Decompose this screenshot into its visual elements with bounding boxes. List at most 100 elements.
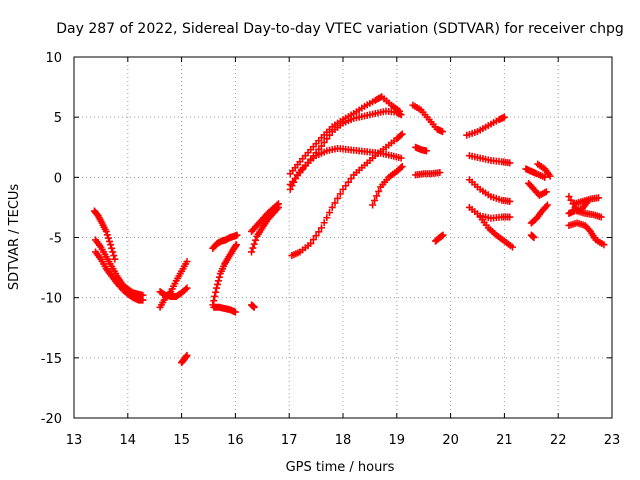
series-track-h5 — [527, 231, 538, 241]
data-point — [182, 285, 190, 293]
series-track-a3 — [92, 248, 147, 304]
y-tick-label: 10 — [45, 51, 62, 66]
series-track-g3 — [465, 176, 514, 205]
series-track-c3 — [210, 303, 239, 316]
y-tick-label: -15 — [41, 352, 62, 367]
x-tick-label: 20 — [442, 433, 459, 448]
series-track-b2 — [156, 284, 191, 300]
y-tick-label: -20 — [41, 412, 62, 427]
data-point — [320, 219, 328, 227]
y-tick-label: -5 — [49, 232, 62, 247]
data-point — [500, 113, 508, 121]
data-point — [347, 175, 355, 183]
data-point — [183, 284, 191, 292]
data-point — [210, 297, 218, 305]
data-point — [183, 351, 191, 359]
data-point — [214, 277, 222, 285]
data-point — [323, 135, 331, 143]
data-point — [397, 131, 405, 139]
data-point — [398, 163, 406, 171]
data-point — [506, 159, 514, 167]
x-tick-label: 19 — [389, 433, 406, 448]
data-point — [530, 234, 538, 241]
series-track-i4 — [565, 197, 592, 217]
data-point — [317, 142, 325, 150]
data-point — [397, 111, 405, 119]
series-track-a2 — [92, 236, 147, 299]
data-point — [331, 199, 339, 207]
data-point — [290, 178, 298, 186]
data-point — [436, 169, 444, 177]
data-point — [585, 226, 593, 234]
data-point — [398, 130, 406, 138]
series-track-e3 — [286, 144, 405, 193]
data-marks — [90, 93, 608, 367]
data-point — [249, 244, 257, 252]
data-point — [309, 236, 317, 244]
data-point — [584, 197, 592, 205]
data-point — [339, 185, 347, 193]
data-point — [286, 185, 294, 193]
data-point — [212, 288, 220, 296]
x-tick-label: 13 — [66, 433, 83, 448]
data-point — [213, 284, 221, 292]
data-point — [288, 182, 296, 190]
chart-title: Day 287 of 2022, Sidereal Day-to-day VTE… — [56, 21, 624, 37]
data-point — [326, 209, 334, 217]
series-track-e5 — [369, 163, 406, 209]
data-point — [292, 175, 300, 183]
data-point — [231, 308, 239, 316]
series-track-c4 — [248, 301, 258, 311]
data-point — [232, 242, 240, 250]
data-point — [232, 241, 240, 249]
data-point — [252, 236, 260, 244]
x-tick-label: 15 — [173, 433, 190, 448]
series-track-h1 — [522, 165, 549, 181]
y-tick-label: 0 — [54, 171, 62, 186]
data-point — [274, 200, 282, 208]
data-point — [567, 196, 575, 204]
data-point — [214, 280, 222, 288]
data-point — [543, 201, 551, 209]
data-point — [317, 224, 325, 232]
series-track-d2 — [248, 200, 282, 235]
data-point — [111, 255, 119, 263]
series-track-f3 — [412, 169, 444, 179]
data-point — [600, 241, 608, 249]
data-point — [183, 258, 191, 266]
data-point — [106, 237, 114, 245]
data-point — [542, 203, 550, 211]
data-point — [542, 188, 550, 196]
data-point — [102, 227, 110, 235]
data-point — [273, 201, 281, 209]
series-track-e4 — [288, 130, 406, 260]
data-point — [312, 232, 320, 240]
series-track-h3 — [525, 179, 550, 199]
series-track-f2 — [412, 143, 430, 155]
data-point — [211, 292, 219, 300]
data-point — [107, 241, 115, 249]
data-point — [375, 187, 383, 195]
data-point — [326, 131, 334, 139]
data-point — [307, 240, 315, 248]
series-track-g1 — [463, 113, 508, 139]
y-tick-label: 5 — [54, 111, 62, 126]
series-track-g5 — [476, 213, 516, 251]
series-track-g4 — [465, 203, 514, 222]
data-point — [250, 240, 258, 248]
series-track-c1 — [209, 231, 241, 252]
series-track-h2 — [534, 160, 554, 180]
data-point — [595, 194, 603, 202]
data-point — [103, 231, 111, 239]
series-track-g2 — [465, 152, 514, 167]
series-track-f1 — [409, 101, 447, 136]
data-point — [422, 147, 430, 155]
data-point — [541, 173, 549, 181]
data-point — [506, 213, 514, 221]
data-point — [215, 273, 223, 281]
data-point — [342, 182, 350, 190]
data-point — [373, 192, 381, 200]
series-track-e1 — [286, 93, 403, 178]
data-point — [248, 248, 256, 256]
data-point — [546, 172, 554, 180]
